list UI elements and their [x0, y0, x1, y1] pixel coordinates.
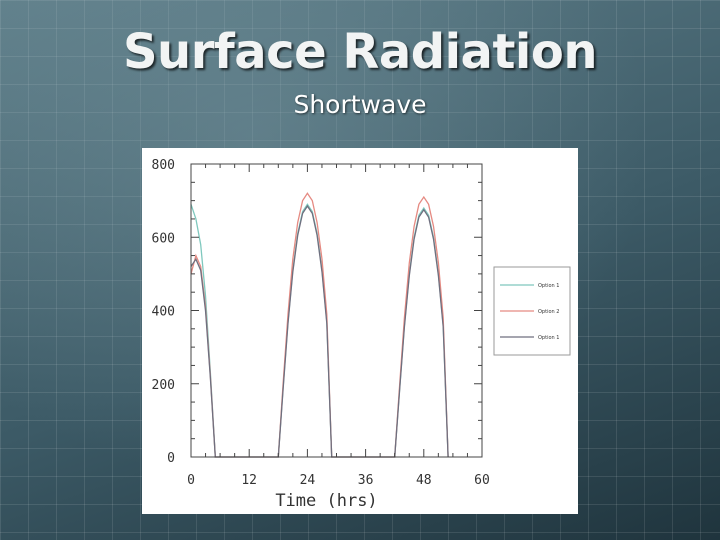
x-tick-label: 48 — [416, 473, 432, 488]
y-tick-label: 0 — [167, 451, 175, 466]
x-tick-label: 12 — [241, 473, 257, 488]
series-layer — [190, 192, 449, 458]
x-tick-label: 0 — [187, 473, 195, 488]
y-tick-label: 400 — [152, 305, 175, 320]
x-tick-label: 36 — [358, 473, 374, 488]
x-tick-label: 60 — [474, 473, 490, 488]
y-tick-label: 600 — [152, 231, 175, 246]
x-axis-title: Time (hrs) — [275, 491, 377, 511]
legend: Option 1 Option 2 Option 1 — [493, 266, 571, 356]
slide-title: Surface Radiation — [122, 24, 598, 80]
series-line-3 — [190, 204, 449, 458]
y-tick-label: 800 — [152, 158, 175, 173]
slide-subtitle: Shortwave — [293, 90, 427, 119]
x-tick-label: 24 — [300, 473, 316, 488]
chart-panel: 0 12 24 36 48 60 0 200 400 600 800 Time (hrs) Optio… — [142, 148, 578, 514]
legend-label: Option 1 — [538, 283, 559, 289]
plot-frame — [190, 163, 483, 458]
y-tick-label: 200 — [152, 378, 175, 393]
series-line-2 — [190, 192, 449, 458]
legend-label: Option 2 — [538, 309, 559, 315]
legend-label: Option 1 — [538, 335, 559, 341]
